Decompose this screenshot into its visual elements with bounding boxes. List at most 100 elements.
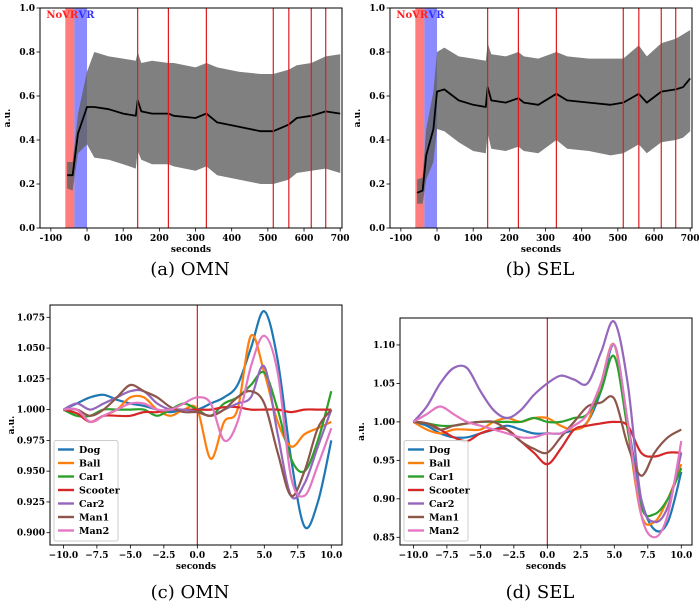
std-band	[67, 52, 341, 191]
y-tick-label: 1.025	[17, 375, 45, 385]
legend-label-dog: Dog	[429, 445, 451, 456]
x-tick-label: 10.0	[670, 551, 692, 561]
x-tick-label: 500	[258, 234, 277, 244]
x-tick-label: 400	[572, 234, 591, 244]
y-tick-label: 0.975	[17, 436, 45, 446]
plot-area	[415, 8, 691, 228]
legend-label-scooter: Scooter	[79, 486, 121, 497]
y-tick-label: 1.0	[19, 4, 35, 14]
y-tick-label: 1.00	[373, 418, 395, 428]
x-tick-label: 100	[114, 234, 133, 244]
region-label-novr: NoVR	[46, 10, 79, 21]
x-tick-label: 200	[150, 234, 169, 244]
legend-label-ball: Ball	[429, 459, 451, 470]
legend: Dog Ball Car1 Scooter Car2 Man1 Man2	[53, 440, 121, 542]
plot-frame	[389, 7, 693, 229]
series-line-scooter	[63, 405, 332, 423]
x-tick-label: 600	[645, 234, 664, 244]
y-tick-label: 0.0	[19, 224, 35, 234]
legend-label-man1: Man1	[79, 513, 109, 524]
series-line-car2	[412, 320, 683, 524]
y-tick-label: 0.925	[17, 498, 45, 508]
mean-line	[67, 99, 341, 177]
y-tick-label: 0.900	[17, 529, 45, 539]
legend-label-man2: Man2	[429, 526, 459, 537]
x-tick-label: 200	[500, 234, 519, 244]
y-tick-label: 0.2	[19, 180, 35, 190]
chart-b: NoVR VR -100 0 100 200 300 400 500 600 700 0.0 0.2 0.…	[353, 4, 699, 280]
x-tick-label: 0	[434, 234, 440, 244]
x-tick-label: 2.5	[573, 551, 589, 561]
mean-line	[416, 77, 691, 194]
plot-area	[62, 305, 333, 545]
legend-label-scooter: Scooter	[429, 486, 471, 497]
y-tick-label: 1.075	[17, 313, 45, 323]
y-tick-label: 0.8	[19, 48, 35, 58]
x-tick-label: 10.0	[320, 551, 342, 561]
series-line-man1	[63, 383, 333, 498]
x-axis-label: seconds	[526, 562, 566, 572]
y-tick-label: 0.4	[19, 136, 35, 146]
y-tick-label: 1.10	[373, 341, 395, 351]
series-line-man1	[413, 395, 682, 477]
chart-d: −10.0 −7.5 −5.0 −2.5 0.0 2.5 5.0 7.5 10.0 0.85 0.9…	[357, 317, 693, 603]
y-axis-label: a.u.	[357, 422, 367, 441]
y-tick-label: 1.05	[373, 379, 395, 389]
region-label-vr: VR	[427, 10, 445, 21]
legend: Dog Ball Car1 Scooter Car2 Man1 Man2	[403, 440, 471, 542]
y-tick-label: 0.6	[369, 92, 385, 102]
plot-frame	[399, 317, 693, 546]
x-axis-label: seconds	[521, 245, 561, 255]
x-tick-label: 0.0	[540, 551, 556, 561]
x-tick-label: −10.0	[49, 551, 78, 561]
x-axis-label: seconds	[176, 562, 216, 572]
x-tick-label: 100	[464, 234, 483, 244]
legend-label-man2: Man2	[79, 526, 109, 537]
y-tick-label: 1.0	[369, 4, 385, 14]
series-line-man2	[63, 334, 333, 498]
x-tick-label: 5.0	[606, 551, 622, 561]
legend-label-car2: Car2	[429, 499, 454, 510]
x-tick-label: 7.5	[640, 551, 656, 561]
y-axis-label: a.u.	[3, 109, 13, 128]
y-tick-label: 0.2	[369, 180, 385, 190]
x-tick-label: 5.0	[256, 551, 272, 561]
series-line-man2	[412, 343, 683, 539]
y-tick-label: 1.050	[17, 344, 45, 354]
region-label-vr: VR	[77, 10, 95, 21]
y-tick-label: 0.6	[19, 92, 35, 102]
std-band	[417, 30, 691, 204]
x-axis-label: seconds	[171, 245, 211, 255]
legend-label-car1: Car1	[79, 472, 104, 483]
y-tick-label: 0.95	[373, 456, 395, 466]
x-tick-label: 500	[608, 234, 627, 244]
x-tick-label: 400	[222, 234, 241, 244]
series-line-scooter	[413, 420, 682, 466]
y-tick-label: 0.8	[369, 48, 385, 58]
legend-label-car2: Car2	[79, 499, 104, 510]
x-tick-label: 600	[295, 234, 314, 244]
x-tick-label: −2.5	[152, 551, 175, 561]
x-tick-label: -100	[40, 234, 63, 244]
x-tick-label: -100	[390, 234, 413, 244]
y-tick-label: 1.000	[17, 406, 45, 416]
x-tick-label: 700	[681, 234, 699, 244]
legend-label-dog: Dog	[79, 445, 101, 456]
x-tick-label: 0.0	[190, 551, 206, 561]
plot-area	[65, 8, 341, 228]
y-tick-label: 0.4	[369, 136, 385, 146]
x-tick-label: 2.5	[223, 551, 239, 561]
x-tick-label: 300	[536, 234, 555, 244]
subfigure-caption: (b) SEL	[506, 259, 575, 280]
x-tick-label: −5.0	[119, 551, 142, 561]
region-novr	[65, 8, 75, 228]
x-tick-label: −7.5	[435, 551, 458, 561]
y-tick-label: 0.90	[373, 495, 395, 505]
x-tick-label: 300	[186, 234, 205, 244]
x-tick-label: 0	[84, 234, 90, 244]
legend-label-ball: Ball	[79, 459, 101, 470]
y-tick-label: 0.0	[369, 224, 385, 234]
x-tick-label: −10.0	[399, 551, 428, 561]
region-novr	[415, 8, 425, 228]
